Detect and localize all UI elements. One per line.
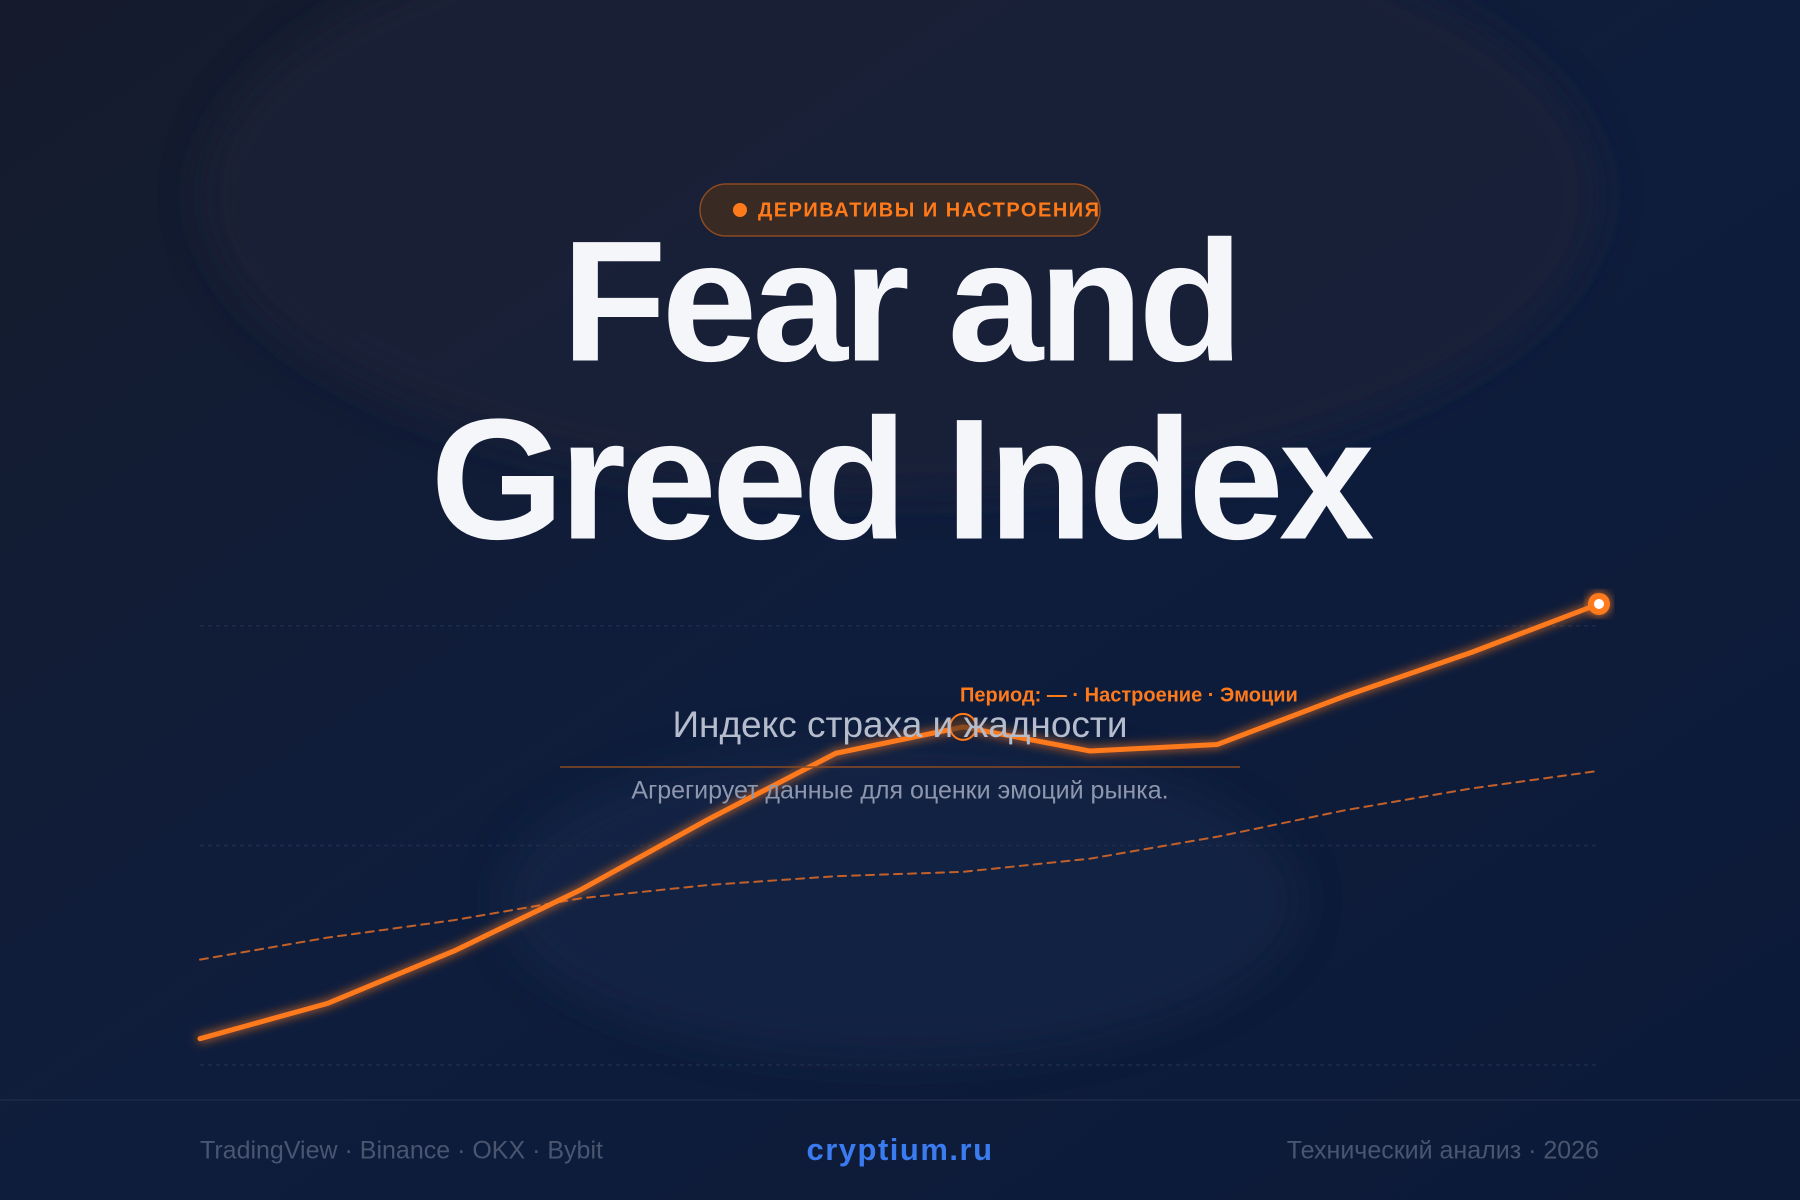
subtitle: Индекс страха и жадности [672, 704, 1127, 745]
footer-sources: TradingView · Binance · OKX · Bybit [200, 1137, 603, 1165]
footer-topic: Технический анализ · 2026 [1287, 1137, 1599, 1165]
series-line [199, 769, 1600, 961]
series-line [197, 601, 1602, 1042]
badge [699, 183, 1101, 237]
annotation: Период: — · Настроение · Эмоции [960, 684, 1298, 706]
title: Greed Index [430, 383, 1373, 575]
plot [197, 592, 1610, 1066]
description: Агрегирует данные для оценки эмоций рынк… [631, 777, 1168, 805]
highlight-point [949, 712, 978, 741]
title: Fear and [562, 205, 1239, 397]
badge-dot [733, 203, 747, 217]
bg-glow [500, 740, 1300, 1060]
end-point-core [1594, 598, 1604, 609]
bg-glow [200, 0, 1600, 495]
footer-site: cryptium.ru [806, 1132, 993, 1167]
badge-text: ДЕРИВАТИВЫ И НАСТРОЕНИЯ [758, 199, 1101, 221]
